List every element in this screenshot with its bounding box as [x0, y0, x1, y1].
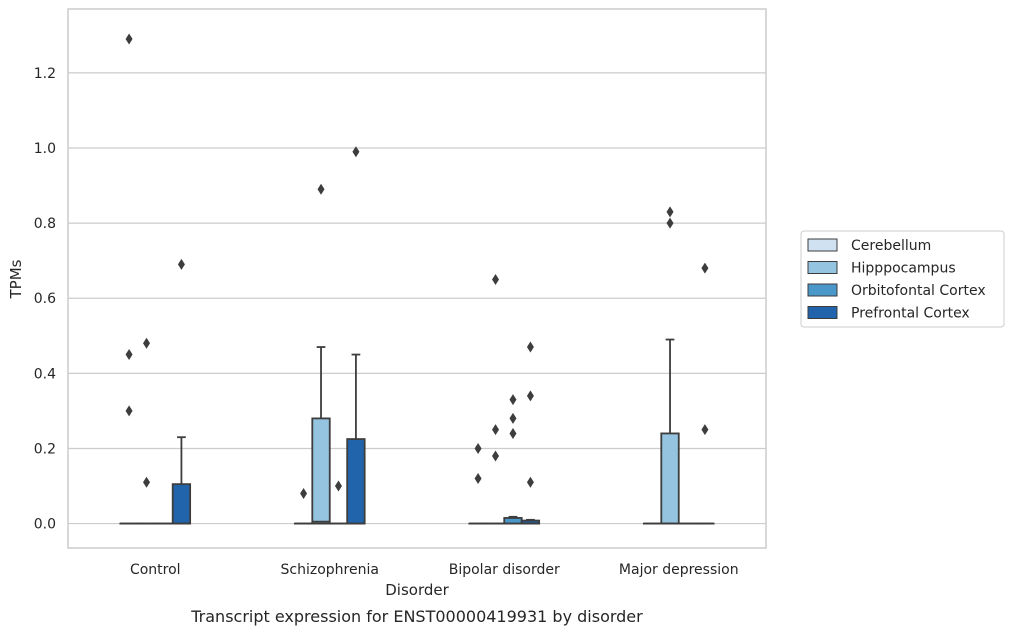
- outlier-point: [526, 390, 534, 402]
- boxes: [119, 338, 715, 525]
- outlier-point: [509, 427, 517, 439]
- legend-label: Cerebellum: [851, 238, 931, 254]
- x-tick-label: Schizophrenia: [281, 562, 379, 578]
- y-tick-label: 0.8: [34, 216, 56, 232]
- legend-swatch: [807, 283, 838, 297]
- outlier-point: [143, 337, 151, 349]
- x-axis-label: Disorder: [385, 581, 449, 599]
- outlier-point: [492, 273, 500, 285]
- outlier-point: [125, 405, 133, 417]
- outliers: [125, 33, 709, 500]
- outlier-point: [526, 341, 534, 353]
- outlier-point: [352, 146, 360, 158]
- plot-area: [67, 8, 767, 549]
- x-axis-ticks: Control Schizophrenia Bipolar disorder Majo…: [130, 562, 739, 578]
- outlier-point: [125, 33, 133, 45]
- box: [660, 432, 680, 525]
- box: [346, 438, 366, 525]
- y-tick-label: 0.6: [34, 291, 56, 307]
- outlier-point: [666, 206, 674, 218]
- outlier-point: [666, 217, 674, 229]
- outlier-point: [474, 473, 482, 485]
- legend-label: Prefrontal Cortex: [851, 306, 970, 322]
- outlier-point: [509, 412, 517, 424]
- outlier-point: [492, 424, 500, 436]
- y-tick-label: 1.0: [34, 141, 56, 157]
- legend-label: Hipppocampus: [851, 261, 956, 277]
- outlier-point: [474, 442, 482, 454]
- y-tick-label: 1.2: [34, 66, 56, 82]
- outlier-point: [334, 480, 342, 492]
- legend-swatch: [807, 238, 838, 252]
- y-axis-ticks: 0.0 0.2 0.4 0.6 0.8 1.0 1.2: [34, 66, 56, 533]
- outlier-point: [177, 258, 185, 270]
- outlier-point: [143, 476, 151, 488]
- outlier-point: [526, 476, 534, 488]
- legend-frame: [800, 230, 1005, 328]
- legend-swatch: [807, 261, 838, 274]
- outlier-point: [300, 488, 308, 500]
- legend: Cerebellum Hipppocampus Orbitofontal Corte…: [800, 230, 1005, 328]
- outlier-point: [701, 424, 709, 436]
- outlier-point: [317, 183, 325, 195]
- legend-swatch: [807, 306, 838, 319]
- x-tick-label: Major depression: [619, 562, 739, 578]
- x-tick-label: Bipolar disorder: [449, 562, 560, 578]
- outlier-point: [701, 262, 709, 274]
- y-axis-label: TPMs: [7, 259, 25, 299]
- outlier-point: [125, 349, 133, 361]
- chart-caption: Transcript expression for ENST0000041993…: [190, 607, 643, 626]
- legend-label: Orbitofontal Cortex: [851, 283, 986, 299]
- y-tick-label: 0.0: [34, 517, 56, 533]
- x-tick-label: Control: [130, 562, 181, 578]
- y-tick-label: 0.2: [34, 441, 56, 457]
- grid-lines: [68, 72, 766, 525]
- box: [311, 417, 331, 525]
- y-tick-label: 0.4: [34, 366, 56, 382]
- outlier-point: [492, 450, 500, 462]
- outlier-point: [509, 394, 517, 406]
- box: [171, 483, 192, 525]
